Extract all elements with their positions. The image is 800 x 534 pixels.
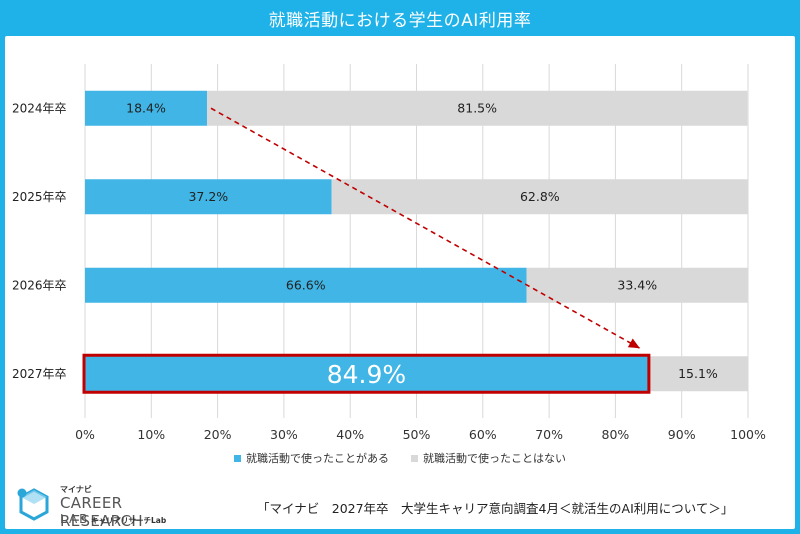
- legend-item-used: 就職活動で使ったことがある: [234, 450, 389, 466]
- x-tick-label-4: 40%: [336, 427, 364, 442]
- data-label-0-3: 84.9%: [327, 360, 406, 389]
- x-tick-label-0: 0%: [75, 427, 95, 442]
- chart-panel: 0% 10% 20% 30% 40% 50% 60% 70% 80% 90% 100% 2024年卒 1…: [5, 36, 795, 530]
- legend-label-used: 就職活動で使ったことがある: [246, 452, 389, 465]
- category-label-3: 2027年卒: [12, 367, 67, 381]
- x-tick-label-8: 80%: [602, 427, 630, 442]
- legend-swatch-used: [234, 454, 241, 462]
- source-citation: 「マイナビ 2027年卒 大学生キャリア意向調査4月＜就活生のAI利用について＞…: [257, 501, 734, 516]
- legend: 就職活動で使ったことがある 就職活動で使ったことはない: [5, 450, 795, 466]
- x-tick-label-3: 30%: [270, 427, 298, 442]
- bar-chart: 0% 10% 20% 30% 40% 50% 60% 70% 80% 90% 100% 2024年卒 1…: [12, 64, 766, 442]
- x-tick-label-9: 90%: [668, 427, 696, 442]
- category-label-0: 2024年卒: [12, 101, 67, 115]
- data-label-0-2: 66.6%: [286, 277, 326, 292]
- logo-lab: LAB: [60, 512, 90, 526]
- logo-title: CAREER RESEARCH: [60, 494, 143, 530]
- bar-0-1: [85, 179, 332, 215]
- x-tick-label-5: 50%: [403, 427, 431, 442]
- trend-arrow-line: [210, 107, 641, 349]
- data-label-1-3: 15.1%: [678, 366, 718, 381]
- bar-1-1: [331, 179, 748, 215]
- category-label-1: 2025年卒: [12, 190, 67, 204]
- data-label-0-0: 18.4%: [126, 100, 166, 115]
- logo-brand: マイナビ: [60, 485, 92, 494]
- legend-swatch-not-used: [411, 454, 418, 462]
- highlight-box: [82, 353, 651, 394]
- logo-mark-icon: [17, 488, 49, 521]
- data-label-1-0: 81.5%: [457, 100, 497, 115]
- x-tick-label-1: 10%: [137, 427, 165, 442]
- data-label-1-1: 62.8%: [520, 189, 560, 204]
- legend-item-not-used: 就職活動で使ったことはない: [411, 450, 566, 466]
- logo-subtitle: キャリアリサーチLab: [91, 516, 167, 525]
- bar-1-2: [526, 267, 748, 303]
- x-tick-label-6: 60%: [469, 427, 497, 442]
- data-label-0-1: 37.2%: [188, 189, 228, 204]
- career-research-lab-logo: マイナビ CAREER RESEARCH LAB キャリアリサーチLab: [13, 484, 193, 530]
- bar-0-3: [85, 356, 648, 392]
- chart-title: 就職活動における学生のAI利用率: [268, 10, 532, 31]
- bar-0-0: [85, 90, 207, 126]
- bar-1-3: [647, 356, 748, 392]
- x-tick-label-2: 20%: [204, 427, 232, 442]
- legend-label-not-used: 就職活動で使ったことはない: [423, 452, 566, 465]
- trend-arrow-head-icon: [627, 338, 640, 349]
- x-tick-label-7: 70%: [535, 427, 563, 442]
- bar-1-0: [206, 90, 748, 126]
- bar-0-2: [85, 267, 527, 303]
- x-tick-label-10: 100%: [730, 427, 766, 442]
- category-label-2: 2026年卒: [12, 278, 67, 292]
- data-label-1-2: 33.4%: [617, 277, 657, 292]
